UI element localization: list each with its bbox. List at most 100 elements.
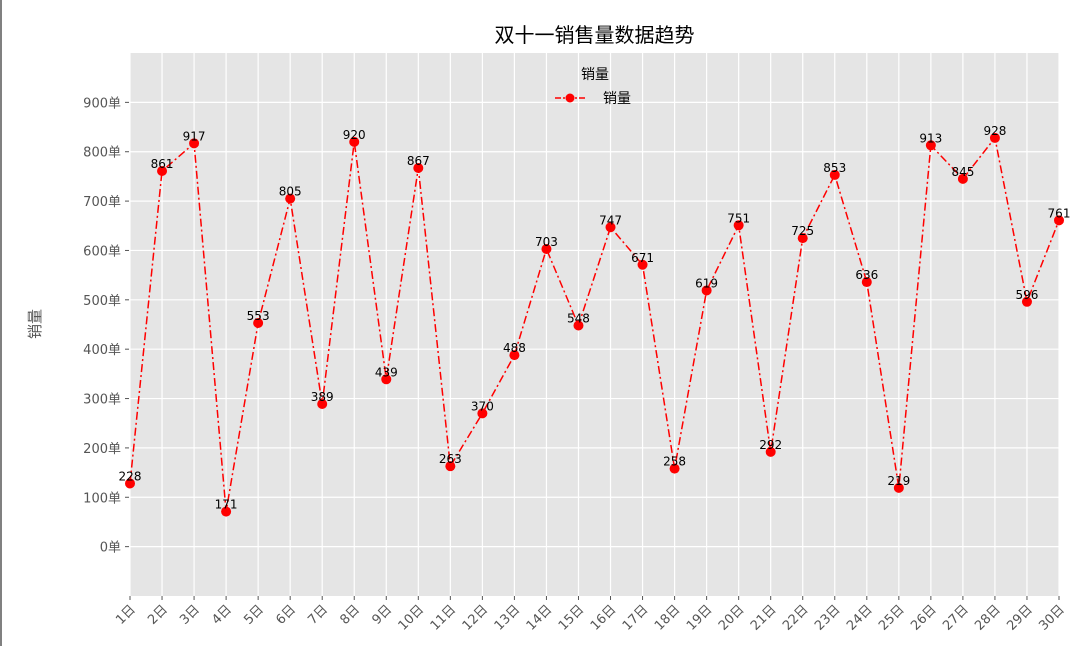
data-label: 219 bbox=[887, 474, 910, 488]
x-tick-label: 1日 bbox=[113, 602, 139, 628]
x-tick-label: 11日 bbox=[428, 602, 459, 633]
x-tick-label: 16日 bbox=[588, 602, 619, 633]
data-point bbox=[445, 461, 456, 472]
data-label: 636 bbox=[855, 268, 878, 282]
data-label: 389 bbox=[311, 390, 334, 404]
data-point bbox=[541, 243, 552, 254]
data-point bbox=[765, 446, 776, 457]
data-label: 548 bbox=[567, 311, 590, 325]
data-point bbox=[413, 163, 424, 174]
data-point bbox=[285, 193, 296, 204]
x-tick-label: 21日 bbox=[748, 602, 779, 633]
data-point bbox=[893, 482, 904, 493]
x-tick-label: 6日 bbox=[273, 602, 299, 628]
x-tick-label: 12日 bbox=[460, 602, 491, 633]
data-point bbox=[797, 233, 808, 244]
data-label: 917 bbox=[183, 129, 206, 143]
x-tick-label: 14日 bbox=[524, 602, 555, 633]
series-line bbox=[129, 136, 1060, 512]
x-tick-label: 28日 bbox=[972, 602, 1003, 633]
x-tick-label: 13日 bbox=[492, 602, 523, 633]
x-tick-label: 22日 bbox=[780, 602, 811, 633]
x-tick-label: 29日 bbox=[1004, 602, 1035, 633]
data-label: 747 bbox=[599, 213, 622, 227]
x-tick-label: 27日 bbox=[940, 602, 971, 633]
x-tick-label: 9日 bbox=[369, 602, 395, 628]
data-label: 867 bbox=[407, 154, 430, 168]
data-point bbox=[317, 398, 328, 409]
y-tick-label: 200单 bbox=[83, 442, 121, 457]
legend-title: 销量 bbox=[581, 67, 609, 83]
y-tick-label: 300单 bbox=[83, 393, 121, 408]
data-point bbox=[1054, 215, 1064, 226]
data-label: 761 bbox=[1048, 206, 1071, 220]
chart-title: 双十一销售量数据趋势 bbox=[495, 23, 695, 47]
x-tick-label: 25日 bbox=[876, 602, 907, 633]
data-point bbox=[125, 478, 135, 489]
data-point bbox=[701, 285, 712, 296]
data-point bbox=[157, 165, 168, 176]
data-label: 370 bbox=[471, 399, 494, 413]
data-point bbox=[957, 173, 968, 184]
data-label: 920 bbox=[343, 128, 366, 142]
y-tick-label: 900单 bbox=[83, 96, 121, 111]
data-label: 805 bbox=[279, 185, 302, 199]
window-border bbox=[0, 0, 2, 646]
data-point bbox=[253, 318, 264, 329]
data-point bbox=[989, 132, 1000, 143]
data-point bbox=[1021, 296, 1032, 307]
data-point bbox=[669, 463, 680, 474]
y-axis-label: 销量 bbox=[26, 309, 44, 339]
data-label: 619 bbox=[695, 276, 718, 290]
data-label: 292 bbox=[759, 438, 782, 452]
x-tick-label: 7日 bbox=[305, 602, 331, 628]
data-point bbox=[381, 374, 392, 385]
data-point bbox=[861, 277, 872, 288]
data-label: 228 bbox=[119, 469, 142, 483]
x-tick-label: 3日 bbox=[177, 602, 203, 628]
data-label: 725 bbox=[791, 224, 814, 238]
legend-entry: 销量 bbox=[603, 91, 631, 107]
x-tick-label: 10日 bbox=[396, 602, 427, 633]
y-tick-label: 400单 bbox=[83, 343, 121, 358]
data-point bbox=[605, 222, 616, 233]
data-label: 596 bbox=[1016, 288, 1039, 302]
x-tick-label: 23日 bbox=[812, 602, 843, 633]
data-point bbox=[189, 138, 200, 149]
data-label: 913 bbox=[919, 131, 942, 145]
y-tick-label: 600单 bbox=[83, 244, 121, 259]
x-tick-label: 20日 bbox=[716, 602, 747, 633]
data-label: 751 bbox=[727, 211, 750, 225]
x-tick-label: 8日 bbox=[337, 602, 363, 628]
plot-area bbox=[130, 53, 1059, 596]
data-point bbox=[477, 408, 488, 419]
x-tick-label: 30日 bbox=[1036, 602, 1067, 633]
data-label: 853 bbox=[823, 161, 846, 175]
data-label: 439 bbox=[375, 365, 398, 379]
y-tick-label: 100单 bbox=[83, 491, 121, 506]
x-tick-label: 24日 bbox=[844, 602, 875, 633]
y-tick-label: 800单 bbox=[83, 146, 121, 161]
x-tick-label: 4日 bbox=[209, 602, 235, 628]
y-tick-label: 700单 bbox=[83, 195, 121, 210]
data-point bbox=[637, 259, 648, 270]
data-label: 928 bbox=[983, 124, 1006, 138]
data-point bbox=[925, 140, 936, 151]
data-point bbox=[221, 506, 232, 517]
x-tick-label: 15日 bbox=[556, 602, 587, 633]
y-tick-label: 0单 bbox=[100, 541, 121, 556]
x-tick-label: 17日 bbox=[620, 602, 651, 633]
data-label: 861 bbox=[151, 157, 174, 171]
data-point bbox=[349, 136, 360, 147]
x-tick-label: 18日 bbox=[652, 602, 683, 633]
data-label: 703 bbox=[535, 235, 558, 249]
data-label: 258 bbox=[663, 455, 686, 469]
x-tick-label: 5日 bbox=[241, 602, 267, 628]
data-point bbox=[509, 350, 520, 361]
data-point bbox=[829, 169, 840, 180]
data-point bbox=[573, 320, 584, 331]
y-tick-label: 500单 bbox=[83, 294, 121, 309]
data-label: 671 bbox=[631, 251, 654, 265]
x-tick-label: 26日 bbox=[908, 602, 939, 633]
